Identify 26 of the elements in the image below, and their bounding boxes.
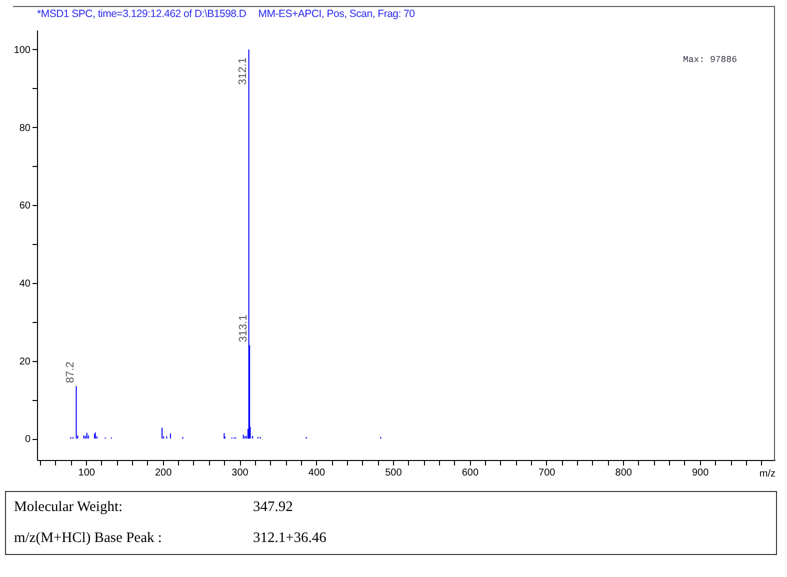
x-tick-label: 500 (385, 468, 402, 478)
text: m/z(M+HCl) Base Peak : (13, 529, 163, 548)
y-tick-label: 60 (19, 200, 31, 212)
y-tick-label: 20 (19, 356, 31, 368)
annotation: 87.2 (64, 362, 76, 384)
y-tick-label: 40 (19, 278, 31, 290)
x-tick-label: 400 (308, 468, 326, 478)
chart-title: *MSD1 SPC, time=3.129:12.462 of D:\B1598.D (37, 8, 246, 20)
text: Molecular Weight: (13, 498, 124, 517)
y-tick-label: 80 (19, 122, 31, 134)
annotation: 312.1 (236, 57, 249, 85)
annotation: Max: 97886 (683, 55, 738, 66)
y-tick-label: 100 (14, 44, 31, 56)
x-tick-label: 100 (78, 468, 96, 478)
x-tick-label: 600 (462, 468, 479, 478)
x-axis-title: m/z (759, 468, 776, 480)
x-tick-label: 800 (615, 468, 632, 478)
y-tick-label: 0 (24, 434, 31, 446)
x-tick-label: 300 (232, 468, 249, 478)
text: 347.92 (253, 498, 294, 517)
annotation: 313.1 (238, 314, 250, 342)
chart-subtitle: MM-ES+APCI, Pos, Scan, Frag: 70 (258, 8, 415, 20)
x-tick-label: 200 (154, 468, 172, 478)
x-tick-label: 900 (692, 468, 710, 478)
x-tick-label: 700 (538, 468, 556, 478)
text: 312.1+36.46 (253, 529, 328, 548)
